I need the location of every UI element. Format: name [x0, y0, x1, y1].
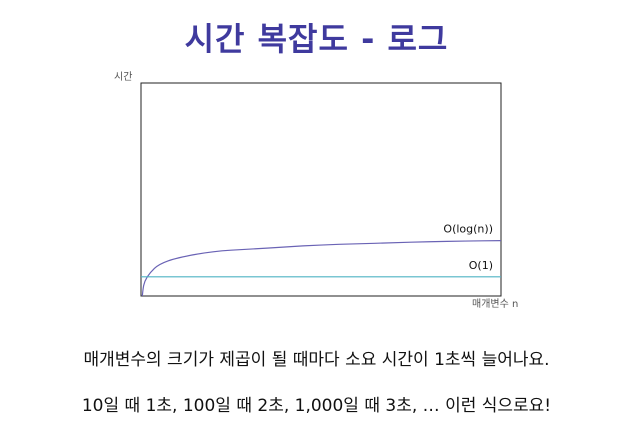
series-layer: O(log(n)) O(1) — [141, 223, 501, 296]
caption-line-1: 매개변수의 크기가 제곱이 될 때마다 소요 시간이 1초씩 늘어나요. — [83, 350, 550, 370]
x-axis-label: 매개변수 n — [472, 298, 518, 310]
series-label-0: O(log(n)) — [443, 223, 493, 236]
y-axis-label: 시간 — [114, 71, 132, 83]
plot-frame — [140, 82, 502, 297]
series-line-0 — [141, 240, 501, 296]
series-label-1: O(1) — [469, 259, 493, 272]
chart: 시간 O(log(n)) O(1) 매개변수 n — [114, 71, 518, 310]
caption-line-2: 10일 때 1초, 100일 때 2초, 1,000일 때 3초, … 이런 식… — [81, 396, 552, 416]
page-title: 시간 복잡도 - 로그 — [184, 20, 449, 58]
